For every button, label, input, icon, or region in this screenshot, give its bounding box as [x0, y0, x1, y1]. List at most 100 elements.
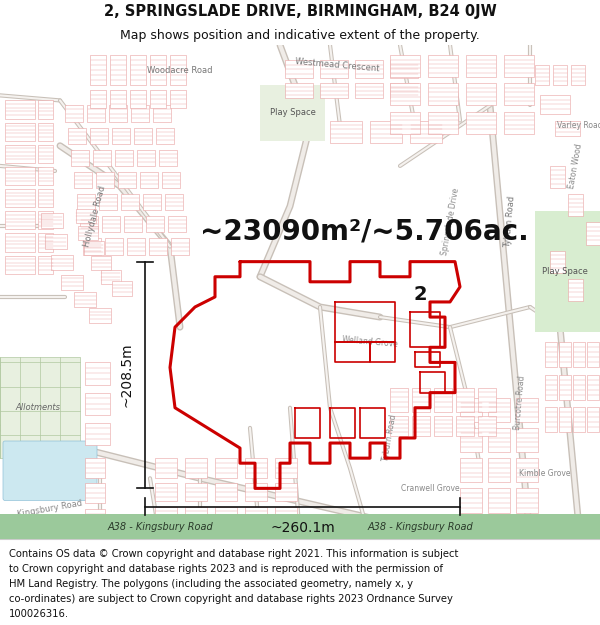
Bar: [153, 106, 171, 122]
Bar: [0, 357, 80, 458]
Bar: [112, 127, 130, 144]
Bar: [38, 233, 53, 252]
Bar: [155, 458, 177, 478]
Bar: [412, 416, 430, 436]
Bar: [109, 106, 127, 122]
Text: Cranwell Grove: Cranwell Grove: [401, 484, 460, 493]
Bar: [41, 213, 63, 228]
Bar: [185, 458, 207, 478]
Bar: [355, 60, 383, 78]
Bar: [460, 458, 482, 482]
Bar: [410, 121, 442, 142]
Bar: [516, 398, 538, 422]
Bar: [93, 150, 111, 166]
Bar: [170, 55, 186, 85]
Bar: [540, 96, 570, 114]
Bar: [586, 222, 600, 244]
Bar: [555, 121, 580, 136]
Text: 100026316.: 100026316.: [9, 609, 69, 619]
Bar: [488, 458, 510, 482]
Text: co-ordinates) are subject to Crown copyright and database rights 2023 Ordnance S: co-ordinates) are subject to Crown copyr…: [9, 594, 453, 604]
Bar: [390, 83, 420, 106]
Bar: [38, 256, 53, 274]
Bar: [87, 106, 105, 122]
Bar: [102, 216, 120, 232]
Bar: [285, 83, 313, 98]
Bar: [390, 60, 418, 78]
Bar: [504, 111, 534, 134]
Bar: [516, 458, 538, 482]
Bar: [245, 506, 267, 524]
Bar: [275, 506, 297, 524]
Bar: [110, 91, 126, 109]
Bar: [504, 83, 534, 106]
Bar: [155, 483, 177, 501]
Text: A38 - Kingsbury Road: A38 - Kingsbury Road: [367, 522, 473, 532]
Bar: [76, 209, 95, 223]
Bar: [587, 342, 599, 367]
Bar: [121, 194, 139, 210]
Bar: [115, 150, 133, 166]
Bar: [460, 428, 482, 452]
Bar: [466, 83, 496, 106]
Text: Tyburn Road: Tyburn Road: [382, 414, 398, 462]
Bar: [559, 374, 571, 400]
Bar: [275, 483, 297, 501]
Text: Welland Grove: Welland Grove: [342, 336, 398, 349]
Bar: [478, 388, 496, 412]
Bar: [550, 166, 565, 188]
Text: Kingsbury Road: Kingsbury Road: [17, 498, 83, 519]
Bar: [90, 55, 106, 85]
Bar: [434, 416, 452, 436]
Bar: [90, 91, 106, 109]
Bar: [38, 189, 53, 208]
Bar: [545, 407, 557, 432]
Text: Play Space: Play Space: [270, 108, 316, 117]
Bar: [5, 233, 35, 252]
Bar: [83, 241, 104, 256]
FancyBboxPatch shape: [3, 441, 97, 501]
Text: 2, SPRINGSLADE DRIVE, BIRMINGHAM, B24 0JW: 2, SPRINGSLADE DRIVE, BIRMINGHAM, B24 0J…: [104, 4, 496, 19]
Bar: [155, 506, 177, 524]
Bar: [460, 488, 482, 512]
Text: 2: 2: [413, 286, 427, 304]
Bar: [68, 127, 86, 144]
Bar: [488, 398, 510, 422]
Text: Contains OS data © Crown copyright and database right 2021. This information is : Contains OS data © Crown copyright and d…: [9, 549, 458, 559]
Bar: [466, 111, 496, 134]
Bar: [559, 407, 571, 432]
Bar: [79, 226, 98, 240]
Bar: [83, 239, 101, 254]
Bar: [150, 55, 166, 85]
Text: A38 - Kingsbury Road: A38 - Kingsbury Road: [107, 522, 213, 532]
Bar: [156, 127, 174, 144]
Text: ~23090m²/~5.706ac.: ~23090m²/~5.706ac.: [200, 217, 529, 246]
Bar: [390, 83, 418, 98]
Bar: [71, 150, 89, 166]
Bar: [146, 216, 164, 232]
Bar: [428, 55, 458, 78]
Bar: [101, 269, 121, 284]
Bar: [124, 216, 142, 232]
Bar: [185, 483, 207, 501]
Text: Varley Road: Varley Road: [557, 121, 600, 130]
Bar: [260, 85, 325, 141]
Bar: [118, 172, 136, 188]
Bar: [52, 255, 73, 270]
Text: Hollydale Road: Hollydale Road: [82, 184, 107, 248]
Bar: [65, 106, 83, 122]
Bar: [112, 281, 133, 296]
Bar: [215, 458, 237, 478]
Bar: [573, 407, 585, 432]
Text: Eaton Wood: Eaton Wood: [566, 142, 583, 189]
Bar: [568, 279, 583, 301]
Text: Burcotre Road: Burcotre Road: [513, 375, 527, 430]
Bar: [85, 458, 105, 478]
Bar: [390, 388, 408, 412]
Bar: [5, 211, 35, 229]
Bar: [587, 374, 599, 400]
Bar: [131, 106, 149, 122]
Bar: [573, 342, 585, 367]
Bar: [245, 483, 267, 501]
Text: Westmead Crescent: Westmead Crescent: [295, 57, 380, 73]
